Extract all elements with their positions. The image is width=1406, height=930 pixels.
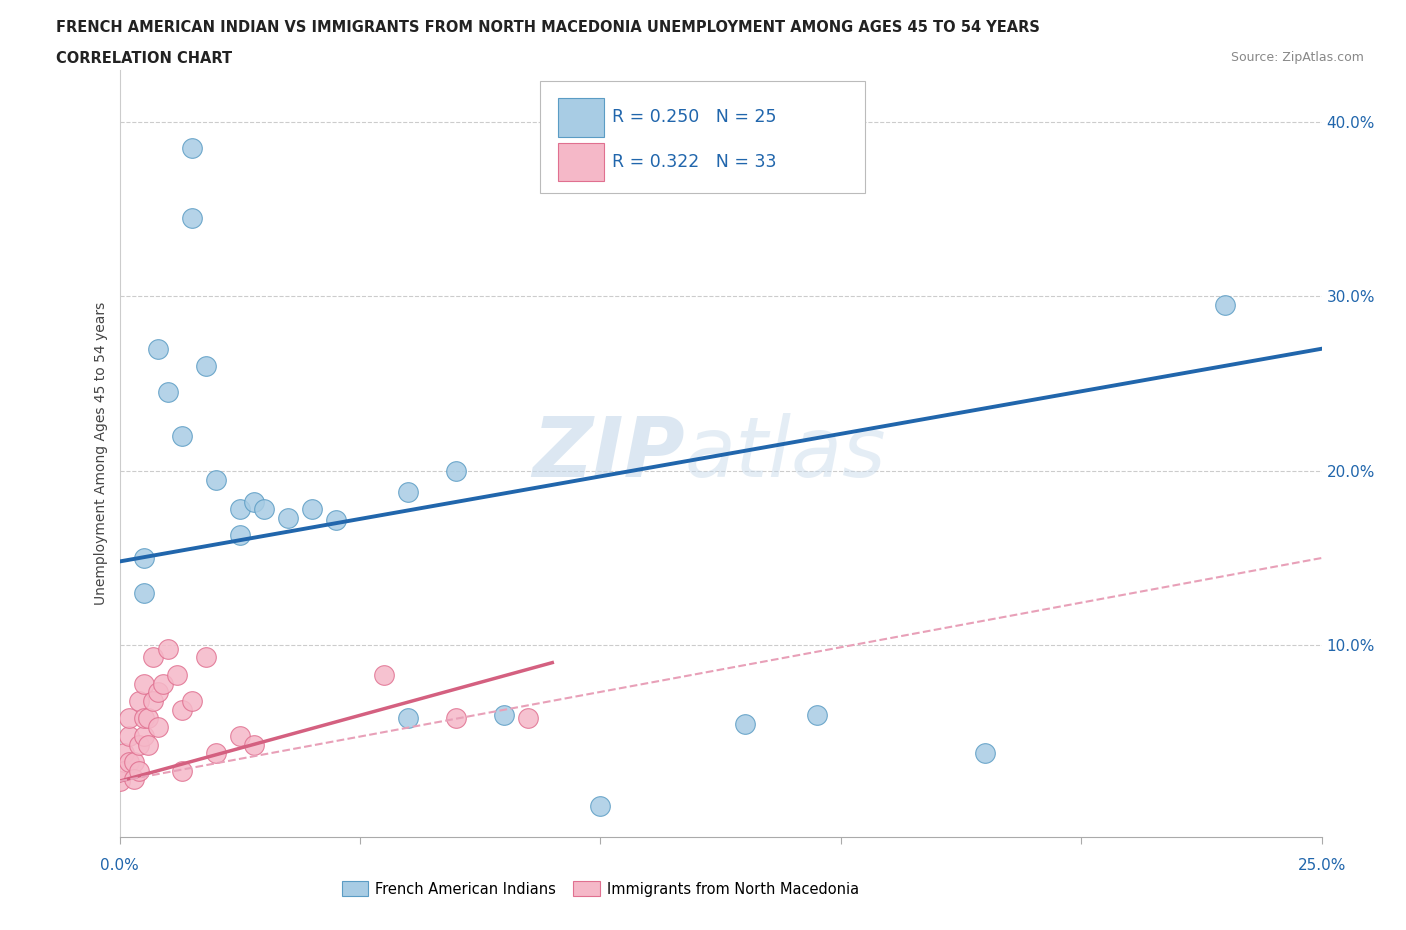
Point	[444, 711, 467, 726]
Point	[974, 746, 997, 761]
Point	[180, 140, 202, 155]
Point	[156, 385, 179, 400]
Point	[146, 341, 169, 356]
Text: Source: ZipAtlas.com: Source: ZipAtlas.com	[1230, 51, 1364, 64]
Point	[132, 676, 155, 691]
Point	[180, 694, 202, 709]
Point	[170, 429, 193, 444]
Point	[156, 642, 179, 657]
Point	[277, 511, 299, 525]
Point	[122, 772, 145, 787]
Point	[195, 359, 218, 374]
Point	[228, 502, 252, 517]
Point	[166, 668, 188, 683]
Point	[253, 502, 276, 517]
Point	[204, 746, 226, 761]
Point	[138, 737, 160, 752]
Point	[396, 485, 419, 499]
Text: R = 0.250   N = 25: R = 0.250 N = 25	[613, 108, 778, 126]
Point	[132, 586, 155, 601]
Point	[170, 702, 193, 717]
Point	[128, 764, 150, 778]
Legend: French American Indians, Immigrants from North Macedonia: French American Indians, Immigrants from…	[336, 875, 865, 903]
Point	[128, 694, 150, 709]
Text: FRENCH AMERICAN INDIAN VS IMMIGRANTS FROM NORTH MACEDONIA UNEMPLOYMENT AMONG AGE: FRENCH AMERICAN INDIAN VS IMMIGRANTS FRO…	[56, 20, 1040, 35]
Text: ZIP: ZIP	[531, 413, 685, 494]
Point	[301, 502, 323, 517]
Y-axis label: Unemployment Among Ages 45 to 54 years: Unemployment Among Ages 45 to 54 years	[94, 301, 108, 605]
Point	[122, 754, 145, 769]
Point	[195, 650, 218, 665]
Point	[243, 495, 266, 510]
Point	[132, 711, 155, 726]
Point	[228, 728, 252, 743]
FancyBboxPatch shape	[558, 99, 605, 137]
Text: atlas: atlas	[685, 413, 886, 494]
Point	[204, 472, 226, 487]
Point	[170, 764, 193, 778]
Point	[142, 694, 165, 709]
Point	[142, 650, 165, 665]
Point	[517, 711, 540, 726]
Point	[243, 737, 266, 752]
Point	[325, 512, 347, 527]
Point	[128, 737, 150, 752]
Text: CORRELATION CHART: CORRELATION CHART	[56, 51, 232, 66]
Point	[146, 684, 169, 699]
Point	[806, 708, 828, 723]
Point	[444, 463, 467, 478]
Point	[152, 676, 174, 691]
Point	[132, 551, 155, 565]
Point	[494, 708, 516, 723]
Point	[1215, 298, 1237, 312]
Point	[396, 711, 419, 726]
Text: 25.0%: 25.0%	[1298, 858, 1346, 873]
Point	[118, 711, 141, 726]
Point	[118, 728, 141, 743]
Point	[734, 716, 756, 731]
Point	[112, 746, 135, 761]
Point	[118, 754, 141, 769]
Point	[146, 720, 169, 735]
FancyBboxPatch shape	[540, 81, 865, 193]
Point	[108, 774, 131, 789]
Point	[228, 528, 252, 543]
Point	[138, 711, 160, 726]
Point	[132, 728, 155, 743]
FancyBboxPatch shape	[558, 142, 605, 181]
Point	[112, 764, 135, 778]
Text: R = 0.322   N = 33: R = 0.322 N = 33	[613, 153, 778, 171]
Point	[589, 798, 612, 813]
Text: 0.0%: 0.0%	[100, 858, 139, 873]
Point	[373, 668, 395, 683]
Point	[180, 210, 202, 225]
